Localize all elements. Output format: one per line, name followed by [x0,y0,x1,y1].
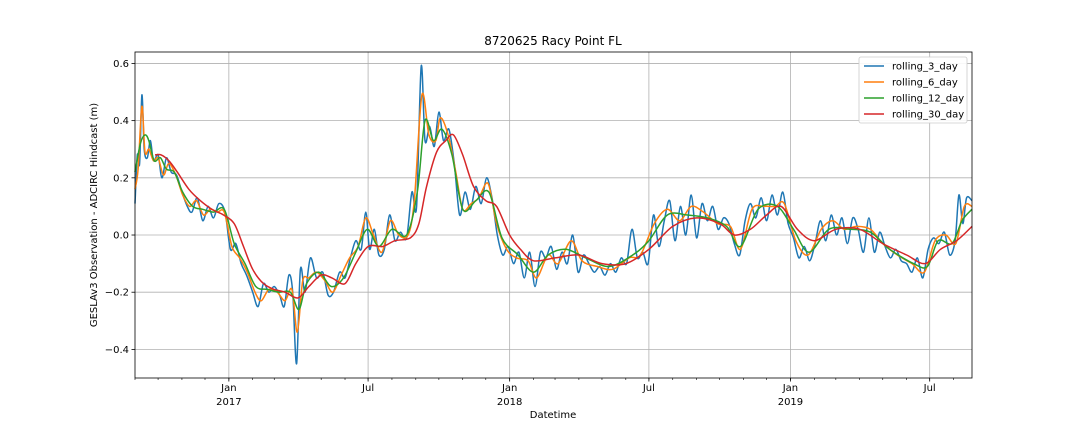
legend-box [858,56,968,124]
legend: rolling_3_day rolling_6_day rolling_12_day… [858,56,968,124]
legend-label: rolling_12_day [892,94,964,105]
y-tick-label: 0.6 [113,59,129,70]
series-lines [134,64,973,365]
plot-frame [134,51,973,379]
series-line-rolling-30-day [154,133,973,299]
x-tick-year-label: 2019 [778,397,803,408]
y-tick-label: 0.4 [113,116,129,127]
y-tick-label: −0.4 [105,345,129,356]
x-tick-label: Jul [642,383,655,394]
x-tick-year-label: 2017 [216,397,241,408]
legend-label: rolling_3_day [892,62,958,73]
y-tick-label: 0.0 [113,231,129,242]
x-tick-label: Jan [220,383,236,394]
series-line-rolling-12-day [134,118,973,311]
axis-ticks: −0.4 −0.2 0.0 0.2 0.4 0.6 Jan 2017 Jul Jan 2018 Jul… [105,59,954,408]
grid [135,52,972,378]
x-tick-label: Jan [501,383,517,394]
x-tick-label: Jan [782,383,798,394]
y-tick-label: −0.2 [105,288,129,299]
legend-label: rolling_30_day [892,110,964,121]
x-tick-year-label: 2018 [497,397,522,408]
x-tick-label: Jul [923,383,936,394]
y-axis-label: GESLAv3 Observation - ADCIRC Hindcast (m… [89,103,100,327]
y-tick-label: 0.2 [113,173,129,184]
chart-title: 8720625 Racy Point FL [484,34,622,48]
legend-label: rolling_6_day [892,78,958,89]
x-axis-label: Datetime [530,410,577,421]
series-line-rolling-3-day [134,64,973,365]
x-tick-label: Jul [361,383,374,394]
